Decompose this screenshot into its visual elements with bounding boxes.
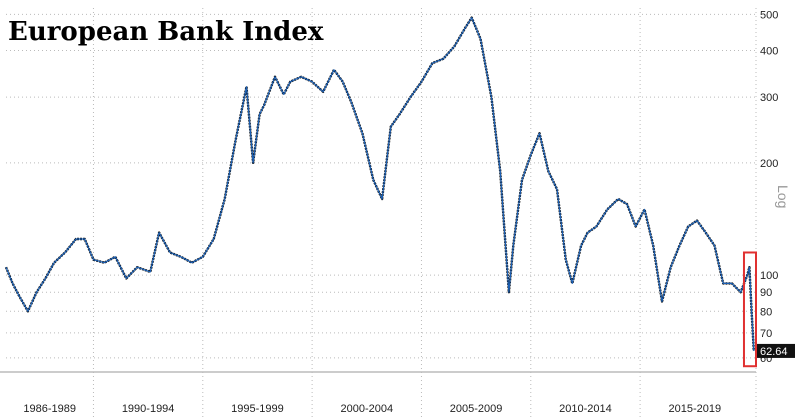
series-layer [4, 16, 757, 368]
y-tick-label: 90 [760, 287, 772, 299]
x-tick-label: 2015-2019 [668, 403, 721, 415]
y-tick-label: 200 [760, 158, 778, 170]
y-tick-label: 100 [760, 270, 778, 282]
x-tick-label: 1995-1999 [231, 403, 284, 415]
last-value-label: 62.64 [760, 346, 788, 358]
chart-title: European Bank Index [8, 17, 324, 47]
y-tick-label: 500 [760, 9, 778, 21]
x-tick-label: 1990-1994 [122, 403, 175, 415]
x-tick-label: 2000-2004 [340, 403, 393, 415]
x-tick-label: 2010-2014 [559, 403, 612, 415]
y-tick-label: 80 [760, 306, 772, 318]
y-tick-label: 400 [760, 46, 778, 58]
series-line-shadow [4, 16, 755, 351]
highlight-box [742, 251, 757, 368]
series-line [5, 17, 755, 351]
x-axis: 1986-1989 1990-1994 1995-1999 2000-2004 2005… [0, 8, 757, 418]
x-tick-label: 2005-2009 [450, 403, 503, 415]
log-scale-label: Log [775, 185, 791, 208]
y-tick-label: 70 [760, 328, 772, 340]
last-value-badge [757, 343, 795, 358]
grid [6, 13, 756, 359]
x-tick-label: 1986-1989 [23, 403, 76, 415]
y-tick-label: 300 [760, 92, 778, 104]
